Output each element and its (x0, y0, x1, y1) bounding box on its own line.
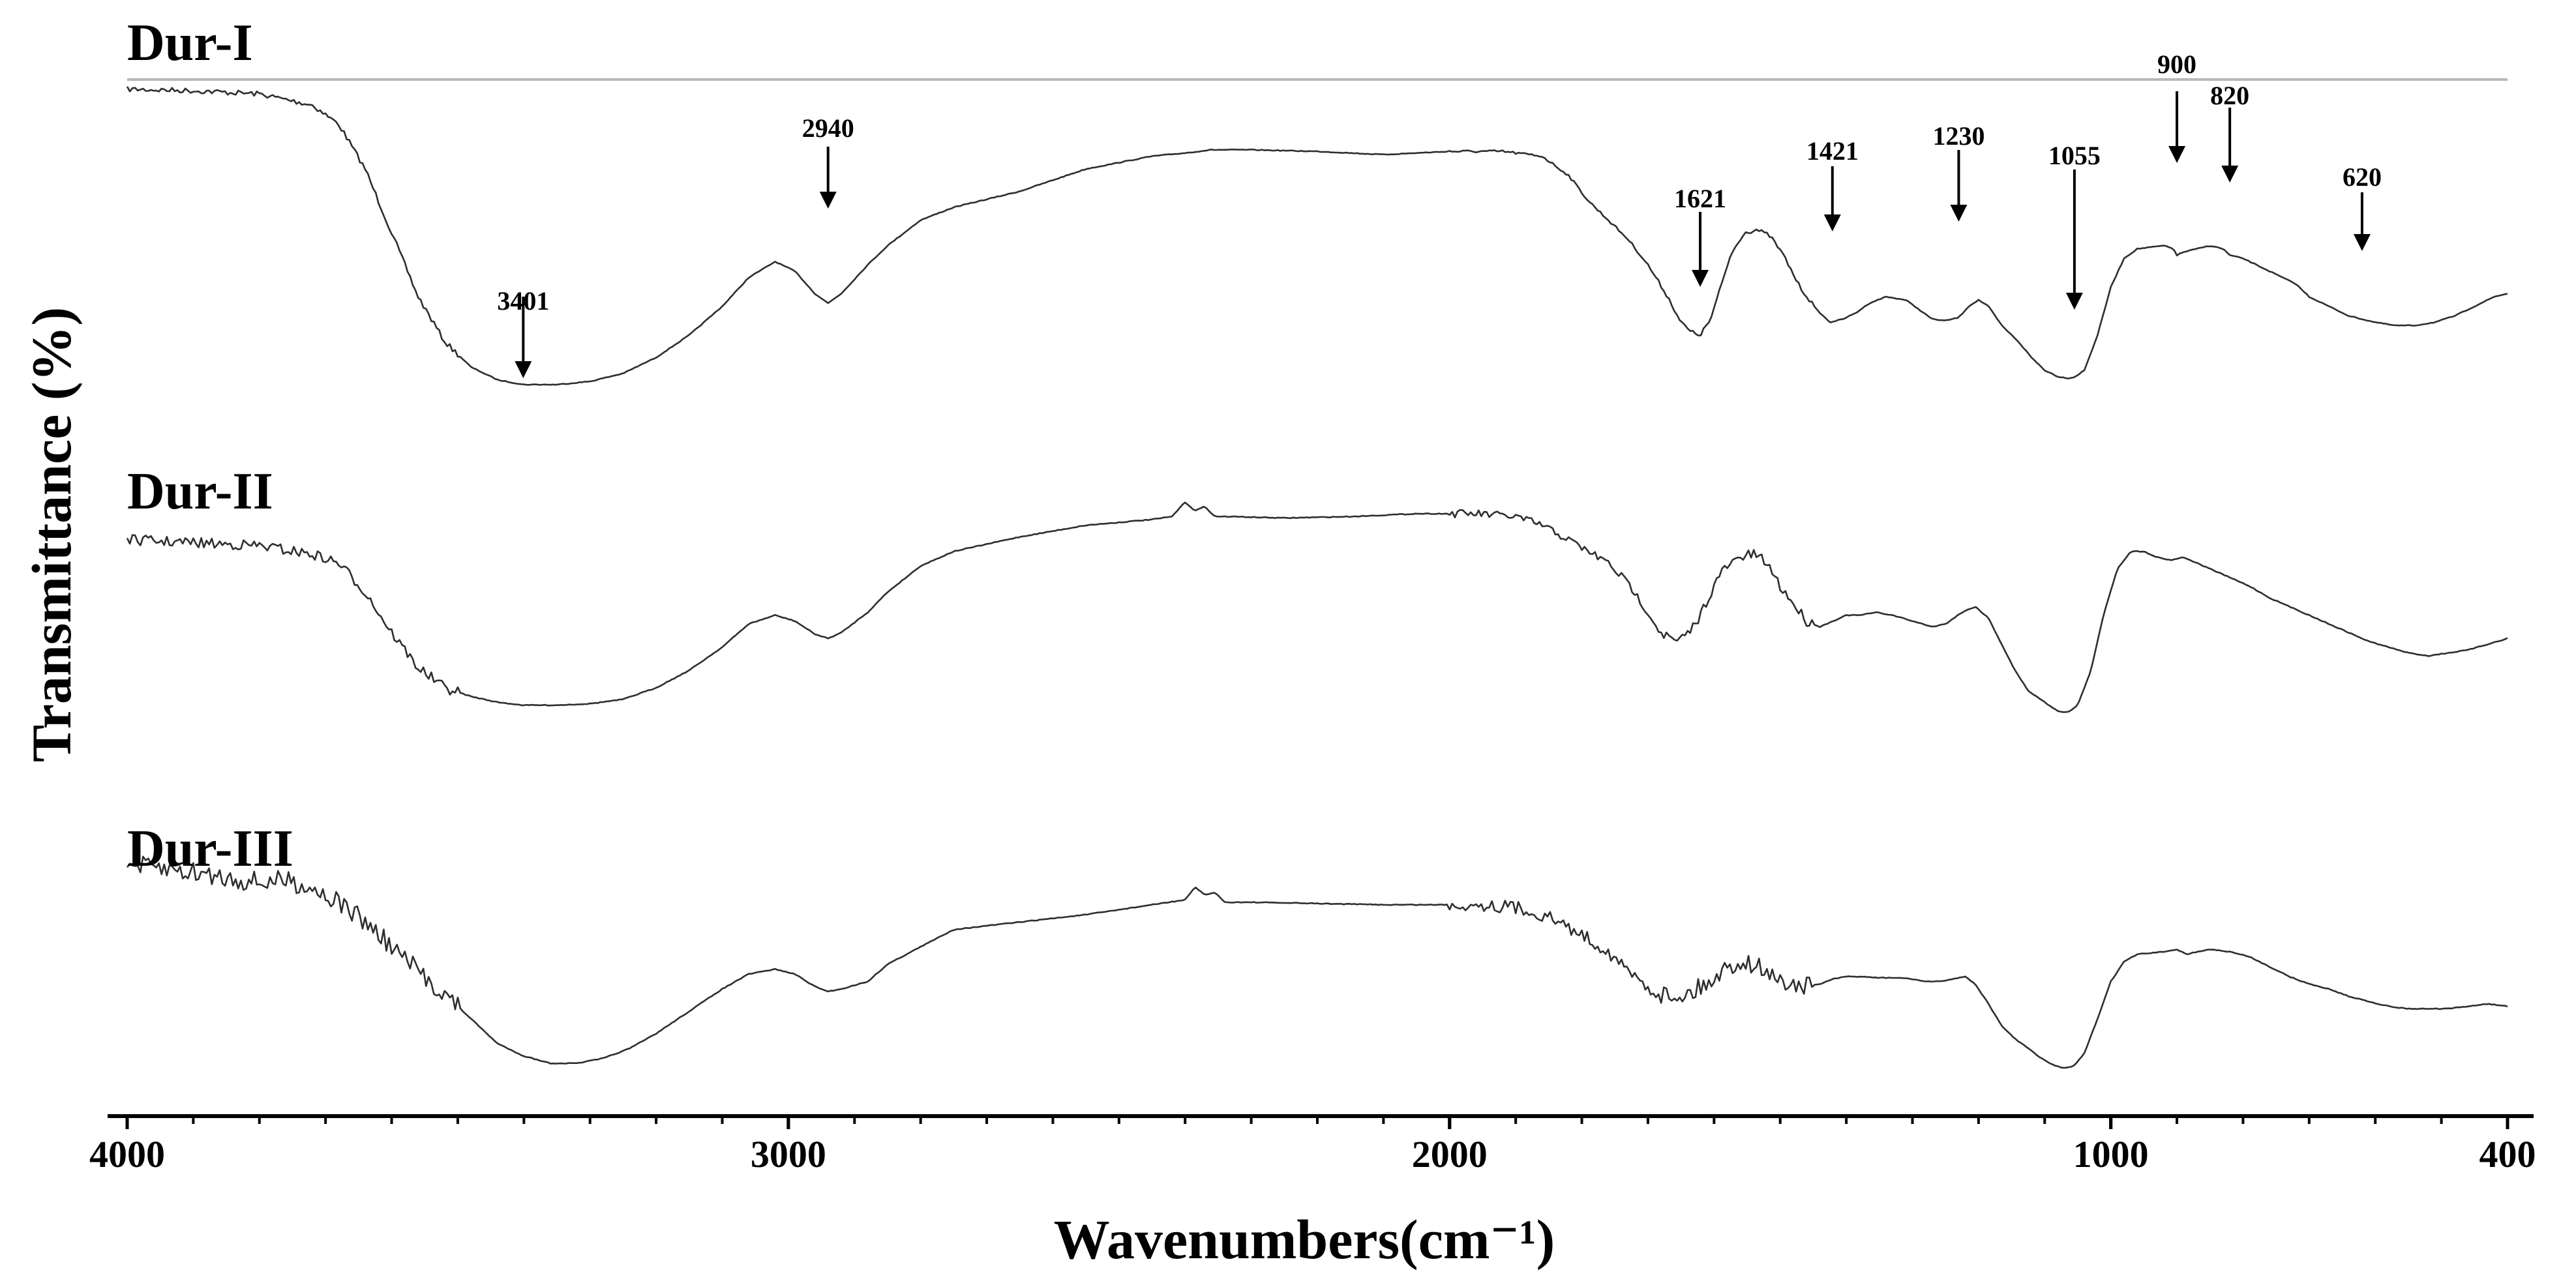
peak-arrow-head-620 (2353, 234, 2371, 251)
peak-label-1421: 1421 (1806, 136, 1859, 166)
x-tick-label-2000: 2000 (1412, 1133, 1488, 1175)
peak-arrow-head-3401 (515, 361, 532, 378)
spectra: Dur-I Dur-II Dur-III (126, 14, 2508, 1069)
x-tick-label-4000: 4000 (89, 1133, 165, 1175)
peak-annotations: 3401 2940 1621 1421 1230 1055 900 820 620 (497, 50, 2382, 378)
peak-annotation-620: 620 (2343, 162, 2382, 251)
peak-arrow-head-900 (2168, 146, 2186, 163)
series-line-dur-i (126, 86, 2508, 386)
peak-label-1055: 1055 (2048, 141, 2101, 170)
peak-annotation-1421: 1421 (1806, 136, 1859, 231)
y-axis-title: Transmittance (%) (20, 307, 83, 762)
peak-label-1230: 1230 (1932, 121, 1984, 151)
peak-arrow-head-820 (2221, 166, 2239, 183)
peak-arrow-head-1621 (1692, 270, 1709, 287)
series-label-dur-iii: Dur-III (127, 820, 293, 877)
peak-label-820: 820 (2210, 81, 2249, 110)
peak-arrow-head-1421 (1823, 214, 1841, 231)
peak-annotation-900: 900 (2157, 50, 2196, 163)
peak-label-2940: 2940 (802, 113, 854, 143)
peak-annotation-1621: 1621 (1674, 184, 1726, 287)
peak-label-620: 620 (2343, 162, 2382, 192)
peak-annotation-1055: 1055 (2048, 141, 2101, 310)
series-label-dur-i: Dur-I (127, 14, 253, 72)
series-label-dur-ii: Dur-II (127, 463, 273, 520)
peak-annotation-3401: 3401 (497, 286, 549, 378)
series-line-dur-ii (126, 501, 2508, 713)
peak-annotation-1230: 1230 (1932, 121, 1984, 222)
x-axis: 4000 3000 2000 1000 400 (89, 1114, 2536, 1175)
x-tick-label-3000: 3000 (751, 1133, 826, 1175)
peak-annotation-2940: 2940 (802, 113, 854, 209)
peak-annotation-820: 820 (2210, 81, 2249, 183)
series-line-dur-iii (126, 855, 2508, 1069)
peak-label-3401: 3401 (497, 286, 549, 316)
series-dur-i: Dur-I (126, 14, 2508, 386)
peak-label-1621: 1621 (1674, 184, 1726, 213)
peak-arrow-head-1055 (2065, 293, 2083, 310)
x-tick-label-400: 400 (2479, 1133, 2536, 1175)
series-dur-ii: Dur-II (126, 463, 2508, 713)
x-axis-ticks: 4000 3000 2000 1000 400 (89, 1116, 2536, 1175)
x-axis-title: Wavenumbers(cm⁻¹) (1054, 1208, 1555, 1271)
series-dur-iii: Dur-III (126, 820, 2508, 1069)
peak-label-900: 900 (2157, 50, 2196, 79)
x-tick-label-1000: 1000 (2073, 1133, 2149, 1175)
peak-arrow-head-2940 (819, 192, 837, 209)
peak-arrow-head-1230 (1950, 205, 1968, 222)
